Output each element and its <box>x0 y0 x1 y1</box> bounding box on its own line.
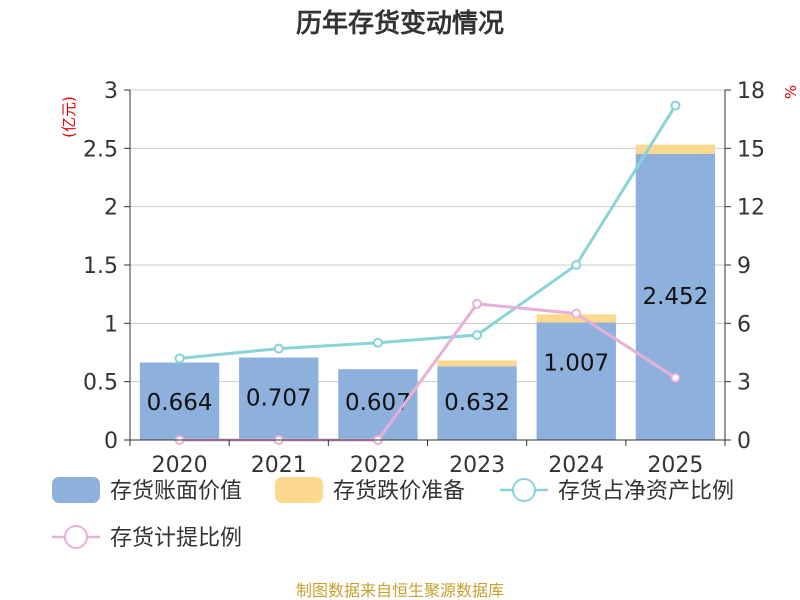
right-tick-label: 6 <box>737 312 751 337</box>
bar-book-value <box>635 153 716 440</box>
right-tick-label: 18 <box>737 79 765 104</box>
bar-book-value <box>239 357 319 440</box>
legend-label: 存货账面价值 <box>110 479 242 504</box>
line-point <box>372 337 383 348</box>
left-axis-unit: (亿元) <box>60 96 78 138</box>
legend-label: 存货计提比例 <box>110 526 242 551</box>
x-tick-label: 2020 <box>152 453 208 478</box>
left-tick-label: 0.5 <box>83 371 118 396</box>
line-point <box>472 298 483 309</box>
chart-title: 历年存货变动情况 <box>296 8 504 39</box>
line-point <box>273 343 284 354</box>
right-tick-label: 12 <box>737 196 765 221</box>
line-point <box>174 353 185 364</box>
right-tick-label: 3 <box>737 371 751 396</box>
bar-value-label: 1.007 <box>543 351 609 377</box>
legend-label: 存货跌价准备 <box>333 479 465 504</box>
bar-series: 0.664 0.707 0.607 0.632 1.007 2.452 <box>139 144 716 440</box>
bar-value-label: 0.632 <box>444 390 510 416</box>
left-tick-label: 1.5 <box>83 254 118 279</box>
bar-book-value <box>437 366 517 440</box>
left-tick-label: 1 <box>104 312 118 337</box>
x-tick-label: 2022 <box>350 453 406 478</box>
right-axis-unit: % <box>782 85 800 99</box>
x-tick-label: 2021 <box>251 453 307 478</box>
x-tick-label: 2025 <box>647 453 703 478</box>
right-tick-label: 9 <box>737 254 751 279</box>
bar-value-label: 0.707 <box>246 386 312 412</box>
bar-impairment <box>437 360 517 367</box>
line-point <box>670 100 681 111</box>
line-point <box>472 330 483 340</box>
line-point <box>571 260 582 270</box>
legend-swatch <box>52 477 100 503</box>
x-tick-label: 2024 <box>548 453 604 478</box>
line-ratio-to-net-assets <box>179 104 677 360</box>
x-tick-label: 2023 <box>449 453 505 478</box>
left-tick-label: 0 <box>104 429 118 454</box>
right-tick-label: 15 <box>737 137 765 162</box>
bar-value-label: 2.452 <box>642 284 708 310</box>
legend-marker <box>64 525 88 549</box>
legend-label: 存货占净资产比例 <box>558 479 734 504</box>
legend-swatch <box>275 477 323 503</box>
line-point <box>670 372 681 383</box>
left-tick-label: 2.5 <box>83 137 118 162</box>
line-point <box>571 308 582 319</box>
axes: 0 0.5 1 1.5 2 2.5 3 0 3 6 9 12 15 18 2020 2021 2022 2023 2… <box>83 79 765 478</box>
bar-value-label: 0.664 <box>147 390 213 416</box>
left-tick-label: 2 <box>104 196 118 221</box>
bar-book-value <box>536 322 616 440</box>
bar-impairment <box>635 144 716 154</box>
bar-value-label: 0.607 <box>345 390 411 416</box>
source-note: 制图数据来自恒生聚源数据库 <box>296 581 504 600</box>
right-tick-label: 0 <box>737 429 751 454</box>
grid-lines <box>130 89 725 441</box>
left-tick-label: 3 <box>104 79 118 104</box>
bar-book-value <box>139 362 220 440</box>
legend-marker <box>512 478 536 502</box>
